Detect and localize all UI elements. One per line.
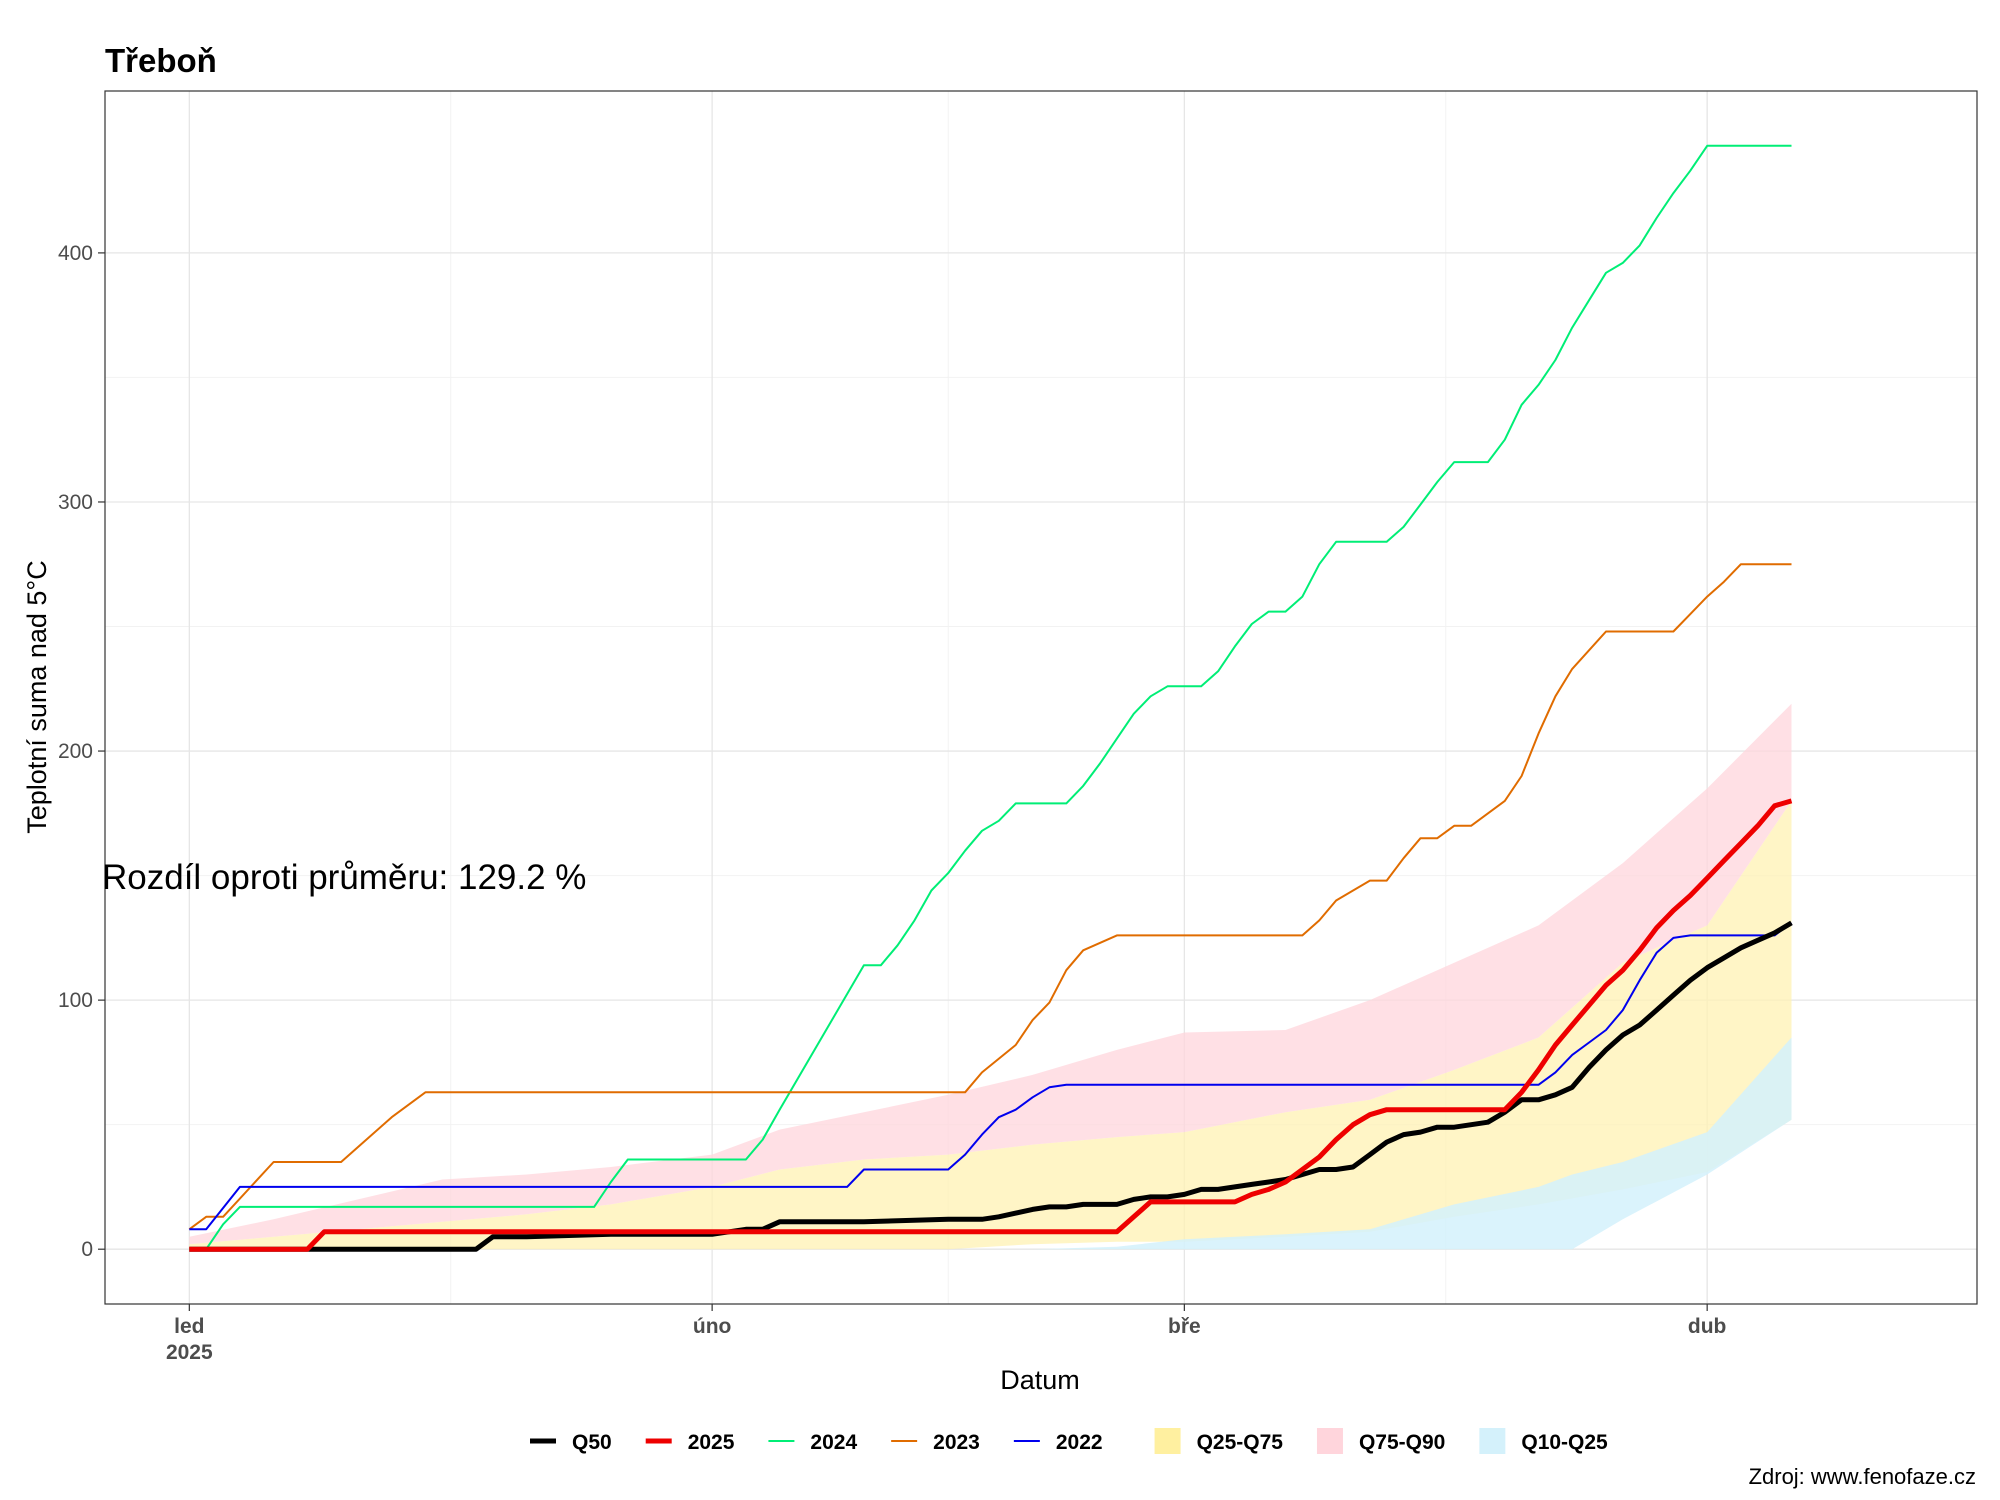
legend-key-q10-q25 xyxy=(1479,1428,1506,1454)
x-tick-label: led xyxy=(174,1315,204,1338)
series-line-q50 xyxy=(189,920,1793,1252)
series-lines xyxy=(188,144,1793,1252)
y-tick-label: 300 xyxy=(58,491,93,514)
series-line-2022 xyxy=(189,922,1793,1231)
legend-label-q25-q75: Q25-Q75 xyxy=(1197,1431,1284,1454)
x-tick-sublabel: 2025 xyxy=(166,1341,213,1364)
x-tick-label: dub xyxy=(1688,1315,1726,1338)
series-line-2024 xyxy=(189,144,1792,1251)
legend-key-q25-q75 xyxy=(1154,1428,1181,1454)
legend-label-q75-q90: Q75-Q90 xyxy=(1359,1431,1445,1454)
y-tick-label: 400 xyxy=(58,242,93,265)
y-tick-label: 100 xyxy=(58,989,93,1012)
quantile-bands xyxy=(189,703,1792,1250)
chart-title: Třeboň xyxy=(105,42,217,79)
x-axis-label: Datum xyxy=(1000,1365,1080,1395)
x-tick-label: úno xyxy=(693,1315,731,1338)
band-q75-q90 xyxy=(189,703,1792,1245)
series-line-2023 xyxy=(188,563,1792,1231)
legend-label-2024: 2024 xyxy=(810,1431,857,1454)
legend-label-2022: 2022 xyxy=(1056,1431,1103,1454)
y-axis-ticks: 0 100 200 300 400 xyxy=(58,242,105,1261)
legend-label-q50: Q50 xyxy=(572,1431,612,1454)
legend-label-2023: 2023 xyxy=(933,1431,980,1454)
legend-label-2025: 2025 xyxy=(688,1431,735,1454)
x-axis-ticks: led 2025 úno bře dub xyxy=(166,1304,1726,1364)
series-line-2025 xyxy=(189,798,1793,1252)
legend: Q50 2025 2024 2023 2022 Q25-Q75 Q75-Q90 Q10-Q25 xyxy=(530,1428,1608,1454)
source-caption: Zdroj: www.fenofaze.cz xyxy=(1749,1464,1976,1489)
x-tick-label: bře xyxy=(1168,1315,1201,1338)
legend-key-q75-q90 xyxy=(1316,1428,1343,1454)
legend-label-q10-q25: Q10-Q25 xyxy=(1521,1431,1608,1454)
plot-border xyxy=(104,90,1978,1305)
y-axis-label: Teplotní suma nad 5°C xyxy=(22,560,52,833)
y-tick-label: 0 xyxy=(81,1238,93,1261)
difference-annotation: Rozdíl oproti průměru: 129.2 % xyxy=(102,858,586,897)
y-tick-label: 200 xyxy=(58,740,93,763)
band-q25-q75 xyxy=(189,800,1792,1250)
